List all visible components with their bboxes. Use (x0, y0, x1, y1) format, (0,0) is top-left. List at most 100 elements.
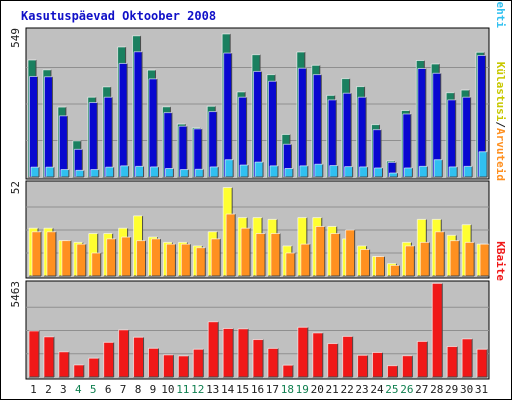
bar-bottom-series-1 (118, 329, 129, 377)
bar-top-series-3 (60, 169, 69, 177)
bar-top-series-3 (240, 165, 249, 177)
bar-top-series-3 (45, 167, 54, 177)
bar-top-series-2 (417, 68, 426, 177)
bar-middle-series-2 (375, 256, 385, 276)
bar-top-series-3 (359, 166, 368, 177)
bar-bottom-series-1 (267, 348, 278, 377)
bar-top-series-3 (90, 169, 99, 177)
legend-top: Pöördumisi/Faile/Külastatud lehti (494, 1, 507, 28)
bar-top-series-3 (180, 169, 189, 177)
bar-middle-series-2 (181, 244, 191, 276)
bar-bottom-series-1 (297, 327, 308, 377)
x-tick-label: 20 (311, 383, 324, 396)
y-max-label-top: 549 (9, 28, 22, 48)
bar-top-series-2 (193, 128, 202, 177)
bar-top-series-3 (404, 167, 413, 177)
bar-top-series-3 (284, 168, 293, 177)
bar-top-series-2 (148, 78, 157, 177)
bar-bottom-series-1 (148, 348, 159, 377)
bar-bottom-series-1 (88, 358, 99, 377)
bar-middle-series-2 (241, 228, 251, 276)
x-tick-label: 17 (266, 383, 279, 396)
bar-top-series-2 (373, 129, 382, 177)
legend-middle: Külastusi/Arvuteid (494, 62, 507, 181)
bar-top-series-2 (283, 144, 292, 177)
bar-top-series-3 (255, 162, 264, 177)
x-tick-label: 7 (120, 383, 127, 396)
bar-bottom-series-1 (357, 355, 368, 377)
bar-top-series-3 (269, 165, 278, 177)
bar-middle-series-2 (166, 244, 176, 276)
x-tick-label: 29 (445, 383, 458, 396)
bar-top-series-2 (134, 51, 143, 178)
bar-middle-series-2 (435, 231, 445, 276)
bar-middle-series-2 (32, 231, 41, 276)
bar-middle-series-2 (285, 253, 295, 276)
bar-top-series-2 (253, 71, 262, 177)
bar-top-series-3 (479, 151, 488, 177)
bar-middle-series-2 (405, 245, 415, 276)
bar-bottom-series-1 (208, 321, 219, 377)
bar-bottom-series-1 (103, 342, 114, 377)
bar-top-series-2 (223, 53, 232, 177)
bar-bottom-series-1 (73, 364, 84, 377)
x-tick-label: 14 (221, 383, 235, 396)
legend-entry: / (494, 121, 507, 128)
x-tick-label: 24 (370, 383, 384, 396)
bar-middle-series-2 (360, 249, 370, 276)
y-max-label-middle: 52 (9, 181, 22, 194)
x-tick-label: 31 (475, 383, 488, 396)
bar-middle-series-2 (121, 237, 131, 276)
bar-top-series-2 (402, 113, 411, 177)
bar-bottom-series-1 (29, 330, 39, 377)
bar-middle-series-2 (151, 238, 161, 276)
bar-top-series-2 (178, 126, 187, 177)
legend-bottom: KBaite (494, 241, 507, 281)
bar-bottom-series-1 (193, 349, 204, 377)
bar-middle-series-2 (46, 231, 56, 276)
bar-bottom-series-1 (447, 346, 458, 377)
bar-middle-series-2 (465, 242, 475, 276)
bar-top-series-2 (432, 73, 441, 177)
bar-top-series-3 (165, 168, 174, 177)
bar-bottom-series-1 (372, 352, 383, 377)
x-tick-label: 4 (75, 383, 82, 396)
bar-middle-series-2 (226, 214, 236, 276)
bar-middle-series-2 (480, 244, 490, 276)
x-tick-label: 19 (296, 383, 309, 396)
bar-middle-series-2 (106, 238, 116, 276)
bar-top-series-3 (344, 166, 353, 177)
legend-entry: Külastatud lehti (494, 1, 507, 28)
x-tick-label: 13 (206, 383, 219, 396)
x-tick-label: 16 (251, 383, 264, 396)
bar-top-series-2 (313, 74, 322, 177)
x-tick-label: 26 (400, 383, 413, 396)
bar-top-series-3 (210, 166, 219, 177)
bar-middle-series-2 (330, 233, 340, 276)
x-tick-label: 21 (326, 383, 339, 396)
chart-title: Kasutuspäevad Oktoober 2008 (21, 9, 216, 23)
bar-top-series-3 (31, 167, 39, 177)
x-tick-label: 11 (176, 383, 189, 396)
bar-top-series-3 (225, 159, 234, 177)
bar-top-series-3 (419, 166, 428, 177)
x-tick-label: 27 (415, 383, 428, 396)
bar-top-series-3 (105, 167, 114, 177)
bar-top-series-3 (434, 159, 443, 177)
bar-middle-series-2 (136, 240, 146, 276)
bar-middle-series-2 (91, 253, 101, 276)
bar-top-series-2 (328, 99, 337, 177)
bar-top-series-2 (29, 76, 38, 177)
x-tick-label: 1 (30, 383, 37, 396)
x-tick-label: 10 (161, 383, 174, 396)
bar-top-series-2 (119, 63, 128, 177)
bar-top-series-2 (298, 68, 307, 177)
x-tick-label: 18 (281, 383, 294, 396)
bar-top-series-2 (89, 102, 98, 177)
bar-top-series-2 (268, 81, 277, 177)
x-tick-label: 15 (236, 383, 249, 396)
bar-bottom-series-1 (402, 355, 413, 377)
bar-top-series-2 (104, 97, 113, 177)
bar-bottom-series-1 (43, 336, 54, 377)
